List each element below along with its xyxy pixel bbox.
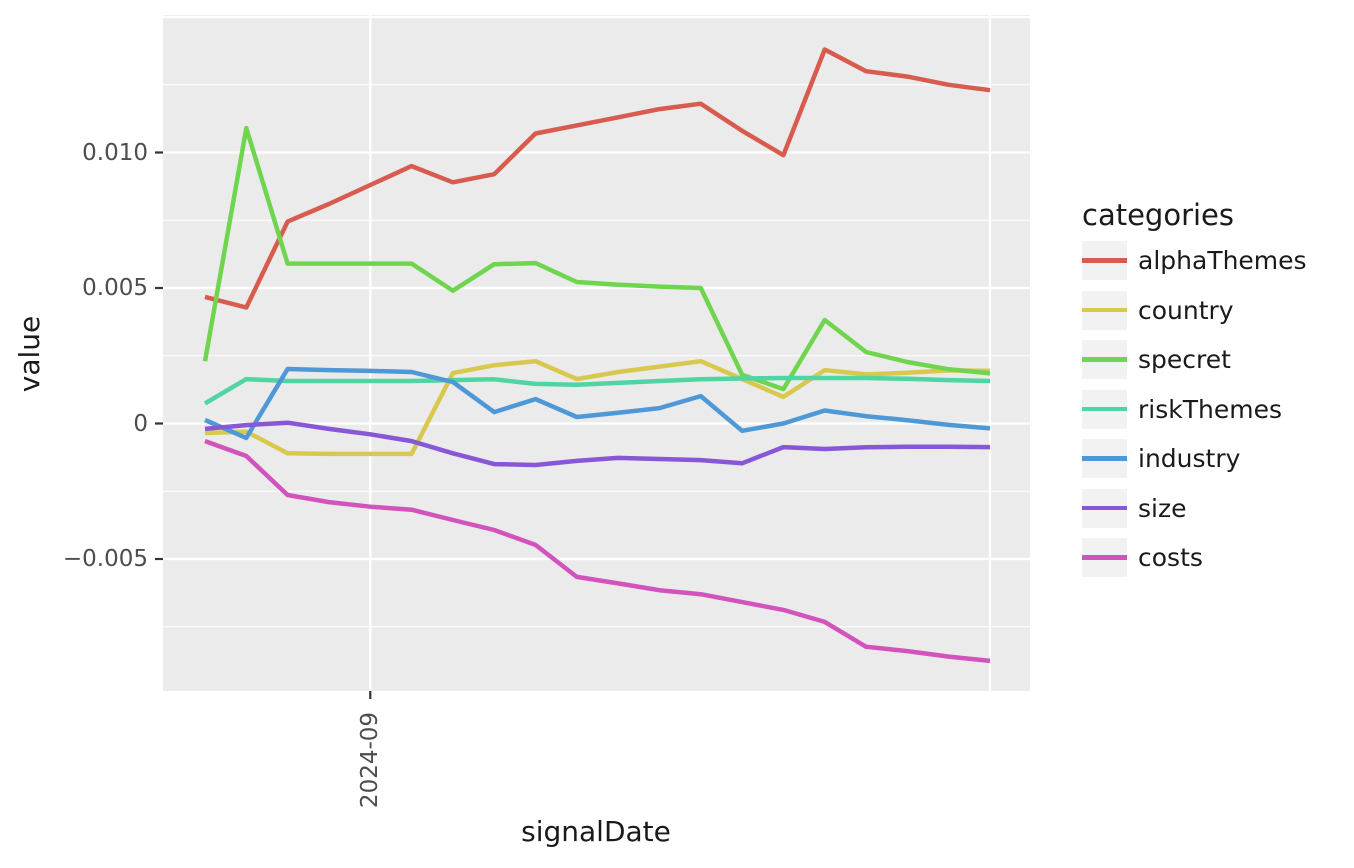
legend-key-swatch: [1082, 389, 1127, 429]
legend-key-swatch: [1082, 340, 1127, 379]
legend-item-specret: specret: [1082, 340, 1307, 379]
legend-item-label: specret: [1138, 345, 1231, 374]
series-line-size: [204, 420, 991, 468]
legend-line-icon: [1082, 357, 1127, 362]
y-axis-tick-label: −0.005: [62, 546, 148, 572]
series-line-riskThemes: [203, 375, 991, 406]
legend-key-swatch: [1082, 241, 1127, 280]
y-axis-tick-label: 0.005: [82, 275, 148, 301]
legend-item-industry: industry: [1082, 439, 1307, 478]
legend-line-icon: [1082, 505, 1127, 511]
series-line-country: [204, 358, 991, 457]
legend-item-size: size: [1082, 488, 1307, 528]
legend-item-label: riskThemes: [1138, 394, 1282, 424]
x-axis-title: signalDate: [521, 815, 671, 848]
series-line-specret: [202, 125, 991, 392]
legend-item-label: size: [1138, 493, 1187, 523]
y-axis-title: value: [13, 315, 46, 393]
legend: categories alphaThemes country specret r…: [1082, 198, 1307, 588]
legend-line-icon: [1082, 555, 1127, 560]
legend-item-alphaThemes: alphaThemes: [1082, 241, 1307, 280]
legend-title: categories: [1082, 198, 1235, 232]
legend-line-icon: [1082, 406, 1127, 412]
plot-panel: [163, 15, 1030, 691]
legend-item-label: country: [1138, 295, 1234, 325]
legend-item-riskThemes: riskThemes: [1082, 389, 1307, 429]
legend-key-swatch: [1082, 538, 1127, 577]
legend-item-label: costs: [1138, 543, 1203, 572]
legend-item-label: alphaThemes: [1138, 246, 1307, 275]
series-line-costs: [204, 438, 991, 664]
legend-item-country: country: [1082, 290, 1307, 330]
legend-key-swatch: [1082, 290, 1127, 330]
legend-line-icon: [1082, 307, 1127, 313]
legend-line-icon: [1082, 456, 1127, 461]
y-axis-tick-label: 0.010: [82, 139, 148, 166]
legend-key-swatch: [1082, 488, 1127, 528]
legend-item-costs: costs: [1082, 538, 1307, 577]
series-line-alphaThemes: [204, 47, 991, 310]
legend-item-label: industry: [1138, 444, 1241, 473]
legend-key-swatch: [1082, 439, 1127, 478]
y-axis-tick-label: 0: [133, 410, 148, 437]
x-axis-tick-label: 2024-09: [357, 711, 383, 809]
series-line-industry: [204, 366, 991, 441]
legend-line-icon: [1082, 258, 1127, 263]
